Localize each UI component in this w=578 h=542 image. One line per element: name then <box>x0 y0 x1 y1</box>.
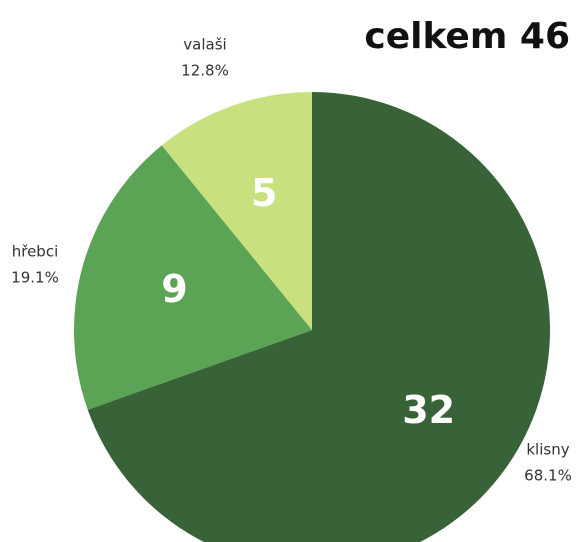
pie-slice <box>87 92 550 542</box>
pie-slice <box>73 145 312 410</box>
pie-slice <box>161 92 312 330</box>
slice-value-label: 32 <box>402 388 455 432</box>
chart-title: celkem 46 <box>364 16 570 57</box>
slice-category-label: valaši <box>183 36 226 54</box>
slice-category-label: hřebci <box>12 243 59 261</box>
slice-percent-label: 12.8% <box>181 62 229 80</box>
slice-value-label: 9 <box>161 267 187 311</box>
slice-percent-label: 68.1% <box>524 467 572 485</box>
slice-category-label: klisny <box>526 441 569 459</box>
slice-value-label: 5 <box>251 171 277 215</box>
slice-percent-label: 19.1% <box>11 269 59 287</box>
